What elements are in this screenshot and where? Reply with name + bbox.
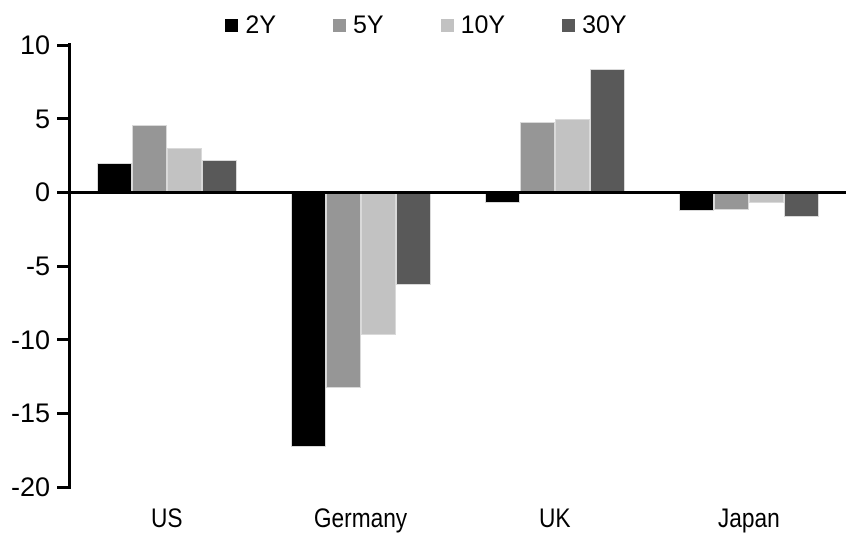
x-category-label-us: US	[70, 501, 264, 535]
y-tick-label: -10	[10, 324, 50, 355]
y-tick-mark	[57, 43, 70, 47]
y-tick-label: -15	[10, 398, 50, 429]
y-tick-mark	[57, 338, 70, 342]
bar-japan-10y	[749, 192, 784, 203]
x-category-label-japan: Japan	[652, 501, 846, 535]
legend-label: 10Y	[460, 10, 506, 39]
legend-entry-5y: 5Y	[333, 10, 384, 39]
bar-uk-30y	[590, 68, 625, 193]
legend-entry-30y: 30Y	[562, 10, 627, 39]
y-tick-label: 5	[34, 103, 50, 134]
chart-legend: 2Y 5Y 10Y 30Y	[0, 10, 852, 40]
y-tick-mark	[57, 117, 70, 121]
bar-uk-10y	[555, 118, 590, 193]
bar-germany-30y	[396, 192, 431, 286]
x-category-label-text: UK	[539, 503, 571, 533]
legend-swatch-icon	[440, 18, 454, 32]
y-tick-label: -5	[25, 251, 50, 281]
x-category-label-germany: Germany	[264, 501, 458, 535]
legend-swatch-icon	[333, 18, 347, 32]
y-tick-label: -20	[10, 472, 50, 502]
x-category-label-text: Germany	[314, 503, 408, 533]
bar-us-2y	[97, 162, 132, 193]
y-tick-mark	[57, 411, 70, 415]
bar-us-10y	[167, 148, 202, 193]
bar-germany-10y	[361, 192, 396, 336]
y-tick-mark	[57, 264, 70, 268]
y-tick-mark	[57, 190, 70, 194]
zero-baseline	[69, 190, 846, 194]
bar-japan-30y	[784, 192, 819, 218]
legend-swatch-icon	[562, 18, 576, 32]
y-tick-mark	[57, 485, 70, 489]
bar-germany-5y	[326, 192, 361, 389]
legend-label: 2Y	[245, 10, 277, 39]
x-category-label-text: US	[151, 503, 183, 533]
legend-entry-2y: 2Y	[225, 10, 277, 39]
bar-us-5y	[132, 124, 167, 193]
bar-uk-2y	[485, 192, 520, 203]
x-category-label-text: Japan	[718, 503, 780, 533]
x-category-label-uk: UK	[458, 501, 652, 535]
bar-germany-2y	[291, 192, 326, 448]
y-tick-label: 10	[19, 30, 50, 60]
y-axis-line	[68, 43, 71, 489]
bar-japan-5y	[714, 192, 749, 210]
legend-swatch-icon	[225, 18, 239, 32]
legend-label: 5Y	[353, 10, 384, 39]
bar-japan-2y	[679, 192, 714, 212]
legend-label: 30Y	[582, 10, 627, 39]
y-tick-label: 0	[34, 177, 50, 208]
legend-entry-10y: 10Y	[440, 10, 506, 39]
bar-us-30y	[202, 159, 237, 193]
bar-uk-5y	[520, 121, 555, 193]
